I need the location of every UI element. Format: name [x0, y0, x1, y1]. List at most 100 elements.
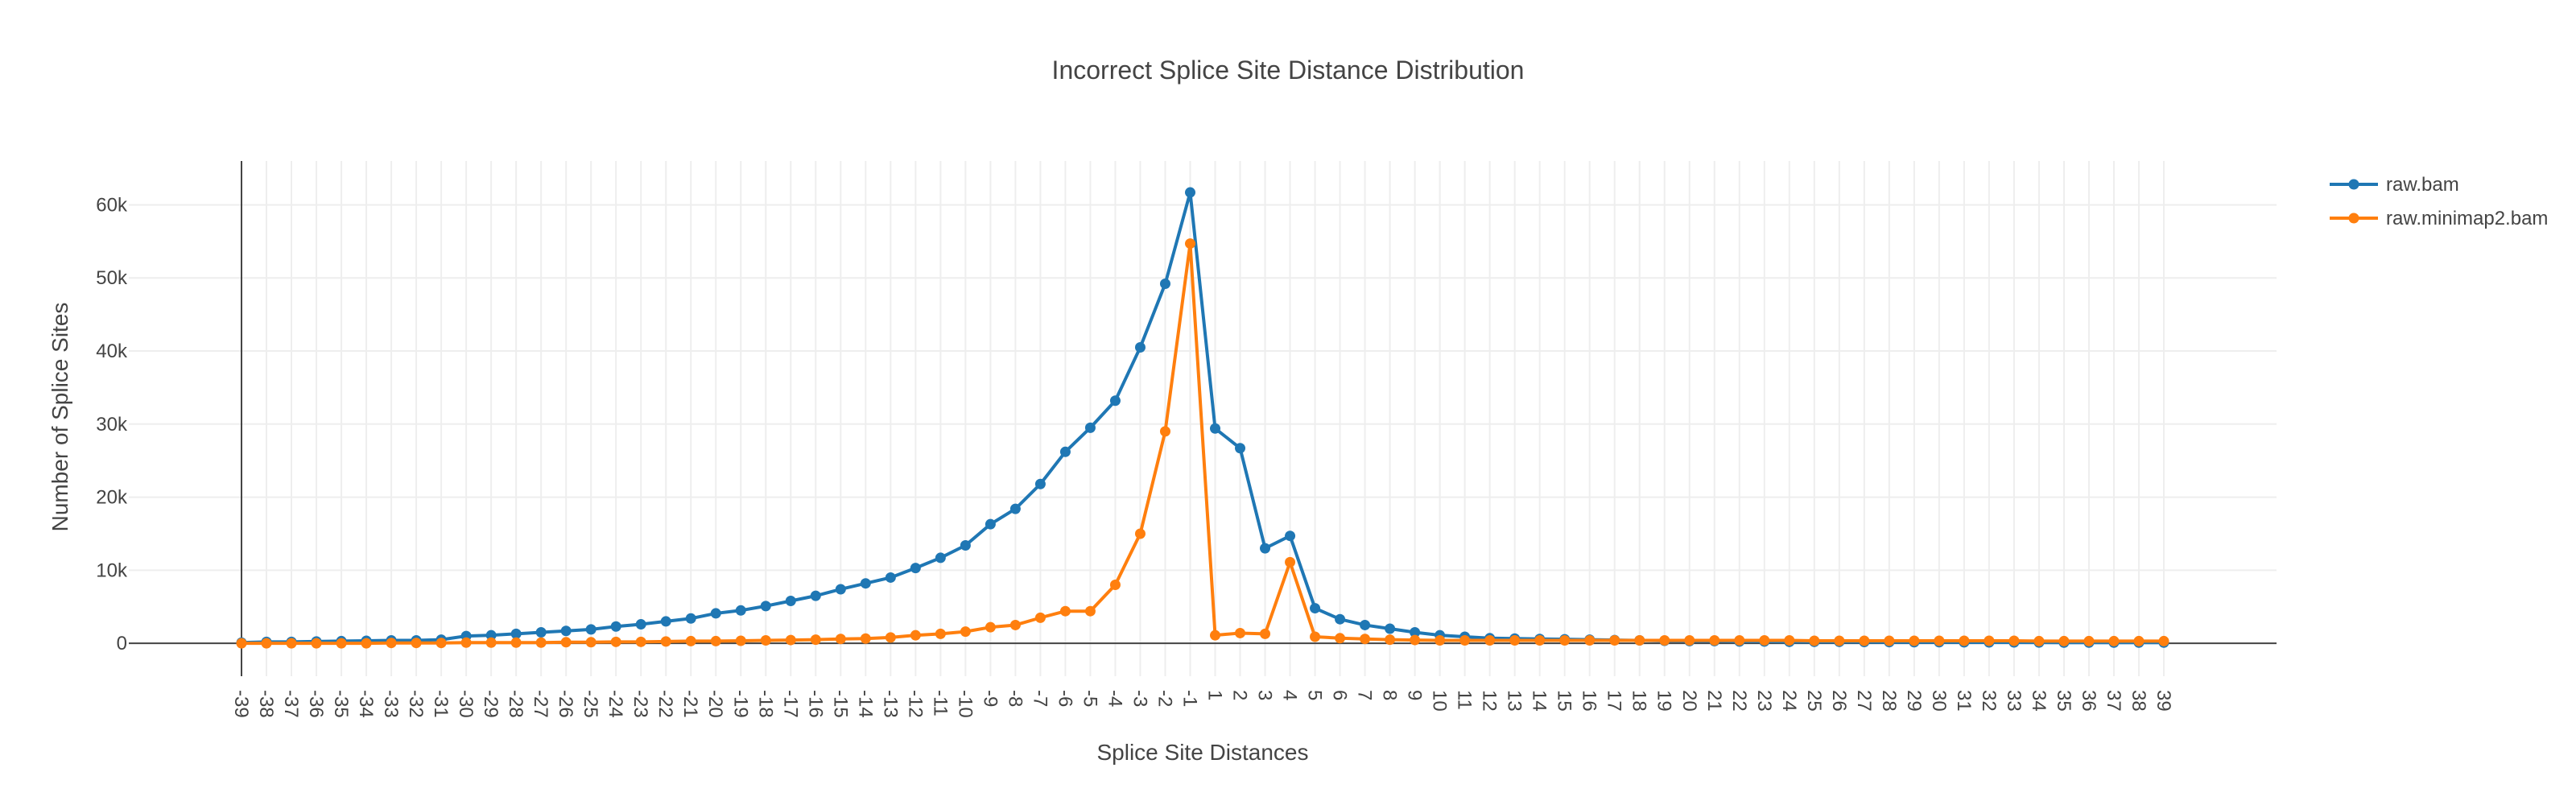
grid-lines: [129, 161, 2277, 676]
x-tick-label: -18: [754, 690, 776, 718]
x-tick-label: 22: [1728, 690, 1750, 712]
x-tick-label: -34: [355, 690, 377, 718]
y-tick-label: 40k: [96, 341, 128, 362]
data-point: [1285, 556, 1296, 568]
legend-swatch-marker: [2348, 213, 2359, 224]
x-tick-label: 31: [1953, 690, 1975, 712]
x-tick-label: -3: [1129, 690, 1150, 707]
x-tick-label: 10: [1429, 690, 1451, 712]
data-point: [1084, 422, 1096, 433]
y-tick-label: 60k: [96, 194, 128, 216]
data-point: [311, 638, 322, 649]
y-axis-title: Number of Splice Sites: [47, 303, 72, 532]
x-tick-label: -35: [330, 690, 352, 718]
x-tick-label: -1: [1179, 690, 1200, 707]
x-tick-label: 3: [1254, 690, 1276, 700]
x-tick-label: 29: [1903, 690, 1925, 712]
data-point: [1210, 423, 1221, 434]
data-point: [1034, 478, 1046, 489]
data-point: [2033, 635, 2045, 646]
data-point: [2008, 635, 2020, 646]
x-tick-label: -13: [879, 690, 901, 718]
x-tick-label: -9: [979, 690, 1001, 707]
x-tick-label: 27: [1853, 690, 1875, 712]
y-tick-label: 50k: [96, 267, 128, 289]
data-point: [1184, 238, 1195, 250]
chart-title: Incorrect Splice Site Distance Distribut…: [1052, 56, 1525, 85]
x-tick-label: 36: [2078, 690, 2099, 712]
data-point: [710, 635, 721, 646]
x-tick-label: -7: [1029, 690, 1051, 707]
data-point: [885, 572, 896, 583]
data-point: [1559, 635, 1571, 646]
data-point: [560, 637, 572, 648]
data-point: [585, 624, 597, 635]
data-point: [2133, 635, 2145, 646]
data-point: [361, 638, 372, 649]
x-tick-label: -30: [455, 690, 477, 718]
data-point: [485, 630, 497, 641]
data-point: [1059, 446, 1071, 457]
x-tick-label: 38: [2128, 690, 2149, 712]
series-layer: [236, 187, 2169, 649]
data-point: [386, 638, 397, 649]
x-tick-label: 13: [1504, 690, 1525, 712]
x-tick-label: 2: [1229, 690, 1251, 700]
data-point: [2058, 635, 2070, 646]
data-point: [735, 605, 746, 616]
data-point: [610, 636, 621, 647]
data-point: [935, 628, 946, 639]
data-point: [1059, 605, 1071, 617]
data-point: [1235, 443, 1246, 454]
x-tick-label: -23: [630, 690, 651, 718]
x-tick-label: 16: [1579, 690, 1600, 712]
data-point: [1285, 530, 1296, 542]
data-point: [835, 634, 846, 645]
data-point: [1260, 543, 1271, 554]
data-point: [1210, 630, 1221, 641]
x-tick-label: 19: [1653, 690, 1675, 712]
data-point: [1609, 635, 1620, 646]
x-tick-label: -14: [854, 690, 876, 718]
legend-swatch-marker: [2348, 179, 2359, 190]
data-point: [1385, 634, 1396, 646]
data-point: [1009, 503, 1021, 514]
data-point: [710, 608, 721, 619]
data-point: [1809, 635, 1820, 646]
data-point: [760, 601, 771, 612]
data-point: [510, 637, 522, 648]
x-tick-label: 21: [1703, 690, 1725, 712]
data-point: [1959, 635, 1970, 646]
x-tick-label: 5: [1304, 690, 1326, 700]
x-tick-label: -10: [954, 690, 976, 718]
data-point: [1759, 635, 1770, 646]
x-tick-label: 4: [1279, 690, 1301, 700]
x-tick-label: 7: [1354, 690, 1376, 700]
x-tick-label: 28: [1878, 690, 1900, 712]
data-point: [236, 638, 247, 649]
data-point: [885, 632, 896, 643]
data-point: [1235, 627, 1246, 638]
data-point: [1335, 633, 1346, 644]
x-tick-label: -4: [1104, 690, 1125, 707]
x-tick-label: -29: [480, 690, 502, 718]
data-point: [1134, 341, 1146, 353]
legend: raw.bam raw.minimap2.bam: [2330, 174, 2548, 229]
x-tick-label: -21: [679, 690, 701, 718]
data-point: [685, 635, 696, 646]
x-tick-label: 11: [1454, 690, 1476, 710]
legend-item: raw.minimap2.bam: [2330, 208, 2548, 229]
x-tick-label: -24: [605, 690, 626, 718]
y-tick-labels: 0 10k 20k 30k 40k 50k 60k: [96, 194, 128, 654]
x-tick-label: -27: [530, 690, 551, 718]
x-tick-label: 34: [2028, 690, 2050, 712]
x-tick-label: 17: [1604, 690, 1625, 712]
data-point: [860, 578, 871, 589]
x-tick-label: -8: [1004, 690, 1026, 707]
legend-label: raw.minimap2.bam: [2386, 208, 2548, 229]
x-tick-label: -5: [1079, 690, 1100, 707]
x-tick-label: 24: [1778, 690, 1800, 712]
x-tick-label: 20: [1678, 690, 1700, 712]
data-point: [436, 638, 447, 649]
x-tick-label: -20: [704, 690, 726, 718]
